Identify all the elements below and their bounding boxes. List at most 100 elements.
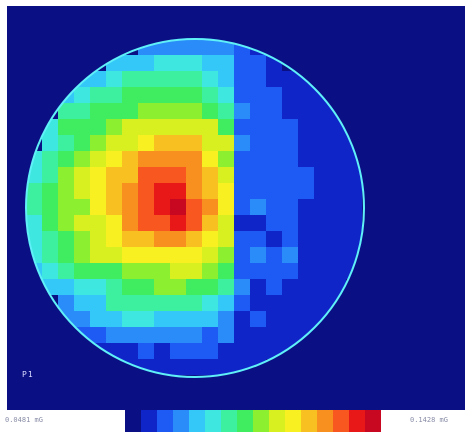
heatmap-cell [186, 55, 202, 71]
heatmap-cell [186, 279, 202, 295]
heatmap-cell [58, 183, 74, 199]
heatmap-cell [202, 343, 218, 359]
heatmap-cell [154, 263, 170, 279]
heatmap-cell [282, 103, 298, 119]
heatmap-cell [58, 279, 74, 295]
heatmap-cell [186, 247, 202, 263]
heatmap-cell [202, 359, 218, 375]
heatmap-cell [106, 151, 122, 167]
heatmap-cell [234, 135, 250, 151]
heatmap-cell [170, 215, 186, 231]
color-scale-swatch [285, 410, 301, 432]
heatmap-cell [250, 167, 266, 183]
heatmap-cell [250, 103, 266, 119]
heatmap-cell [170, 39, 186, 55]
heatmap-cell [346, 183, 362, 199]
heatmap-cell [218, 279, 234, 295]
heatmap-cell [202, 39, 218, 55]
heatmap-cell [42, 263, 58, 279]
color-scale-footer: 0.0481 mG 0.1428 mG [0, 410, 472, 432]
heatmap-cell [186, 295, 202, 311]
heatmap-cell [58, 295, 74, 311]
heatmap-cell [314, 263, 330, 279]
heatmap-cell [266, 215, 282, 231]
heatmap-cell [58, 215, 74, 231]
heatmap-cell [138, 247, 154, 263]
heatmap-cell [106, 167, 122, 183]
color-scale-swatch [173, 410, 189, 432]
heatmap-cell [58, 167, 74, 183]
color-scale-swatch [301, 410, 317, 432]
heatmap-cell [138, 135, 154, 151]
heatmap-cell [234, 327, 250, 343]
heatmap-cells [26, 39, 362, 375]
heatmap-cell [266, 263, 282, 279]
heatmap-cell [330, 167, 346, 183]
heatmap-cell [138, 183, 154, 199]
heatmap-cell [154, 231, 170, 247]
heatmap-cell [218, 71, 234, 87]
heatmap-cell [266, 103, 282, 119]
heatmap-cell [298, 311, 314, 327]
heatmap-cell [138, 199, 154, 215]
heatmap-cell [202, 87, 218, 103]
heatmap-cell [122, 215, 138, 231]
heatmap-cell [250, 199, 266, 215]
heatmap-cell [330, 215, 346, 231]
heatmap-cell [138, 87, 154, 103]
heatmap-cell [154, 247, 170, 263]
heatmap-cell [170, 103, 186, 119]
heatmap-cell [90, 119, 106, 135]
heatmap-cell [154, 327, 170, 343]
heatmap-cell [266, 167, 282, 183]
heatmap-cell [90, 295, 106, 311]
heatmap-cell [186, 359, 202, 375]
heatmap-cell [298, 215, 314, 231]
heatmap-cell [202, 71, 218, 87]
heatmap-cell [298, 295, 314, 311]
heatmap-cell [122, 119, 138, 135]
heatmap-cell [234, 103, 250, 119]
heatmap-cell [122, 55, 138, 71]
heatmap-cell [154, 343, 170, 359]
heatmap-cell [266, 231, 282, 247]
color-scale-swatch [205, 410, 221, 432]
heatmap-cell [202, 231, 218, 247]
heatmap-cell [282, 199, 298, 215]
heatmap-cell [74, 167, 90, 183]
heatmap-cell [298, 87, 314, 103]
heatmap-cell [234, 311, 250, 327]
heatmap-cell [74, 135, 90, 151]
heatmap-cell [202, 135, 218, 151]
heatmap-cell [218, 343, 234, 359]
heatmap-cell [234, 247, 250, 263]
heatmap-cell [74, 215, 90, 231]
heatmap-cell [250, 263, 266, 279]
heatmap-cell [138, 295, 154, 311]
heatmap-cell [186, 119, 202, 135]
heatmap-cell [314, 295, 330, 311]
heatmap-cell [330, 151, 346, 167]
heatmap-cell [74, 151, 90, 167]
heatmap-cell [314, 231, 330, 247]
heatmap-cell [42, 167, 58, 183]
heatmap-cell [234, 343, 250, 359]
heatmap-cell [138, 71, 154, 87]
color-scale-swatch [349, 410, 365, 432]
heatmap-cell [106, 327, 122, 343]
heatmap-cell [170, 343, 186, 359]
heatmap-cell [138, 343, 154, 359]
heatmap-cell [298, 199, 314, 215]
heatmap-cell [90, 279, 106, 295]
heatmap-cell [106, 311, 122, 327]
heatmap-cell [106, 247, 122, 263]
heatmap-cell [106, 295, 122, 311]
color-scale-swatch [189, 410, 205, 432]
heatmap-cell [106, 263, 122, 279]
heatmap-cell [154, 215, 170, 231]
heatmap-cell [250, 279, 266, 295]
heatmap-cell [266, 151, 282, 167]
heatmap-cell [42, 151, 58, 167]
heatmap-cell [106, 135, 122, 151]
